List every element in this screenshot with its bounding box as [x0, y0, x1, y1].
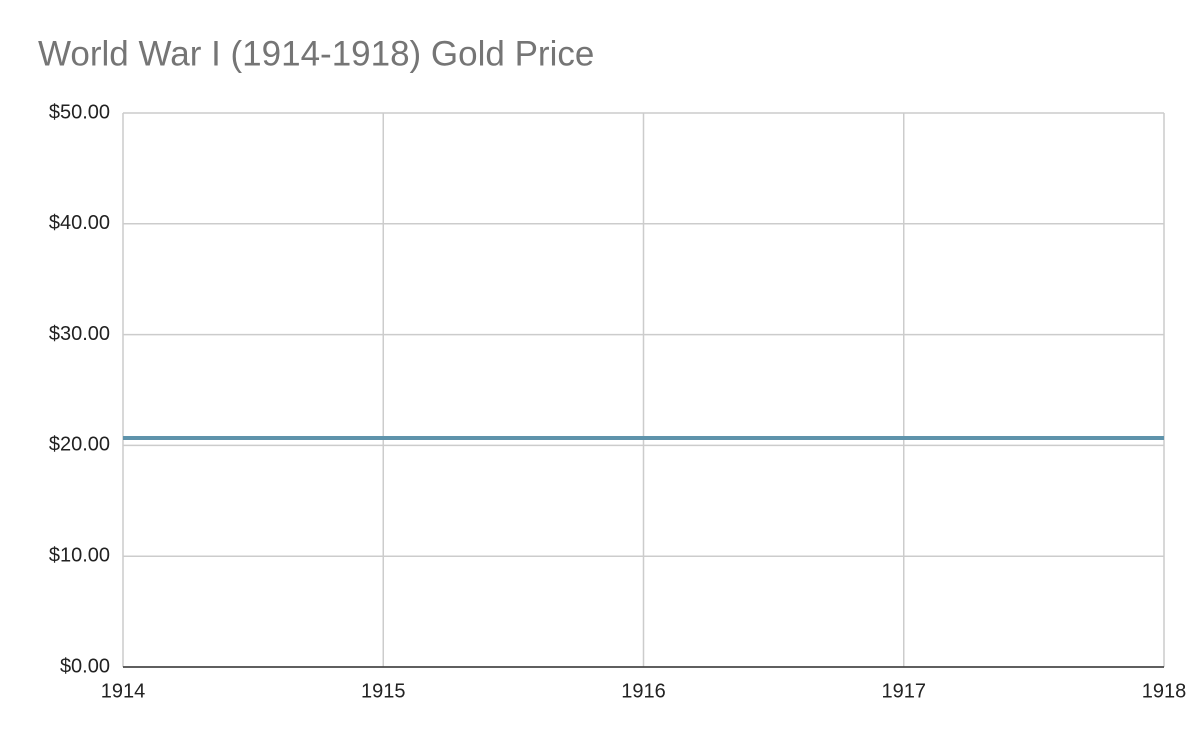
- y-tick-label: $40.00: [49, 212, 110, 234]
- y-tick-label: $50.00: [49, 101, 110, 123]
- x-tick-label: 1914: [101, 680, 146, 702]
- y-tick-label: $0.00: [60, 655, 110, 677]
- y-tick-label: $30.00: [49, 323, 110, 345]
- x-tick-label: 1915: [361, 680, 406, 702]
- x-tick-label: 1917: [882, 680, 927, 702]
- y-tick-label: $20.00: [49, 434, 110, 456]
- x-tick-label: 1918: [1142, 680, 1187, 702]
- y-tick-label: $10.00: [49, 544, 110, 566]
- x-tick-label: 1916: [621, 680, 666, 702]
- chart-title: World War I (1914-1918) Gold Price: [38, 34, 594, 73]
